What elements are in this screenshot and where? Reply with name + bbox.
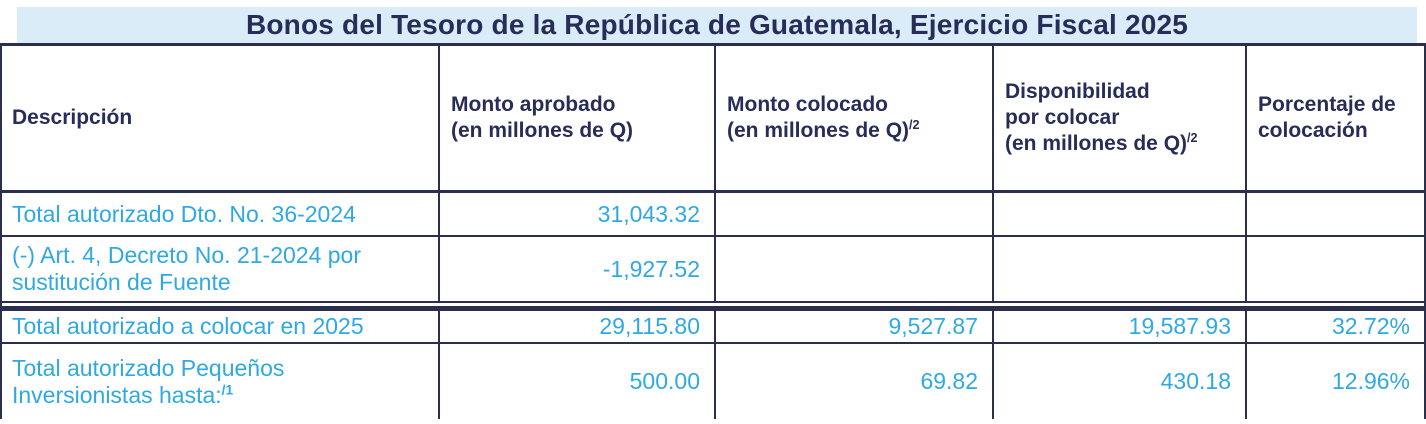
cell-monto-aprobado: 29,115.80 <box>438 311 714 342</box>
bonds-table: Descripción Monto aprobado (en millones … <box>0 46 1426 419</box>
totals-double-rule <box>2 303 1424 311</box>
col-header-descripcion-label: Descripción <box>12 106 133 129</box>
cell-text: (-) Art. 4, Decreto No. 21-2024 por <box>12 242 361 268</box>
cell-porcentaje <box>1245 193 1424 235</box>
col-header-line-text: (en millones de Q) <box>1005 132 1188 155</box>
col-header-line: Monto aprobado <box>451 93 616 116</box>
cell-monto-aprobado: 31,043.32 <box>438 193 714 235</box>
col-header-line: (en millones de Q)/2 <box>727 118 986 144</box>
table-row-total-a-colocar-2025: Total autorizado a colocar en 2025 29,11… <box>2 311 1424 344</box>
cell-descripcion: Total autorizado a colocar en 2025 <box>2 311 438 342</box>
cell-monto-colocado <box>714 237 992 301</box>
col-header-disponibilidad: Disponibilidad por colocar (en millones … <box>992 46 1245 190</box>
cell-monto-colocado: 9,527.87 <box>714 311 992 342</box>
col-header-descripcion: Descripción <box>2 46 438 190</box>
cell-text: Inversionistas hasta:/1 <box>12 382 430 409</box>
col-header-monto-aprobado: Monto aprobado (en millones de Q) <box>438 46 714 190</box>
col-header-line: colocación <box>1258 119 1368 142</box>
col-header-line: Disponibilidad <box>1005 80 1150 103</box>
cell-text: Total autorizado Pequeños <box>12 354 285 381</box>
title-bar: Bonos del Tesoro de la República de Guat… <box>17 7 1417 43</box>
col-header-monto-colocado: Monto colocado (en millones de Q)/2 <box>714 46 992 190</box>
cell-text: sustitución de Fuente <box>12 269 231 295</box>
footnote-ref: /1 <box>221 381 234 397</box>
cell-disponibilidad: 19,587.93 <box>992 311 1245 342</box>
cell-monto-aprobado: 500.00 <box>438 344 714 419</box>
table-row-art4-decreto: (-) Art. 4, Decreto No. 21-2024 por sust… <box>2 237 1424 303</box>
cell-monto-colocado: 69.82 <box>714 344 992 419</box>
col-header-line: (en millones de Q)/2 <box>1005 131 1239 157</box>
cell-text: Total autorizado Dto. No. 36-2024 <box>12 200 356 227</box>
cell-porcentaje <box>1245 237 1424 301</box>
cell-monto-aprobado: -1,927.52 <box>438 237 714 301</box>
cell-monto-colocado <box>714 193 992 235</box>
col-header-line: Porcentaje de <box>1258 93 1396 116</box>
footnote-ref: /2 <box>909 118 920 132</box>
table-row-total-autorizado-dto: Total autorizado Dto. No. 36-2024 31,043… <box>2 193 1424 237</box>
col-header-line: Monto colocado <box>727 93 888 116</box>
page-title: Bonos del Tesoro de la República de Guat… <box>245 9 1189 40</box>
col-header-line: por colocar <box>1005 106 1120 129</box>
table-row-pequenos-inversionistas: Total autorizado Pequeños Inversionistas… <box>2 344 1424 419</box>
cell-descripcion: Total autorizado Dto. No. 36-2024 <box>2 193 438 235</box>
title-divider <box>0 43 1426 46</box>
col-header-line: (en millones de Q) <box>451 119 634 142</box>
cell-disponibilidad <box>992 193 1245 235</box>
cell-disponibilidad: 430.18 <box>992 344 1245 419</box>
cell-porcentaje: 12.96% <box>1245 344 1424 419</box>
col-header-porcentaje: Porcentaje de colocación <box>1245 46 1424 190</box>
cell-descripcion: Total autorizado Pequeños Inversionistas… <box>2 344 438 419</box>
footnote-ref: /2 <box>1187 131 1198 145</box>
cell-descripcion: (-) Art. 4, Decreto No. 21-2024 por sust… <box>2 237 438 301</box>
cell-porcentaje: 32.72% <box>1245 311 1424 342</box>
table-header-row: Descripción Monto aprobado (en millones … <box>2 46 1424 193</box>
cell-text-part: Inversionistas hasta: <box>12 381 222 408</box>
cell-text: Total autorizado a colocar en 2025 <box>12 313 364 339</box>
cell-disponibilidad <box>992 237 1245 301</box>
col-header-line-text: (en millones de Q) <box>727 119 910 142</box>
